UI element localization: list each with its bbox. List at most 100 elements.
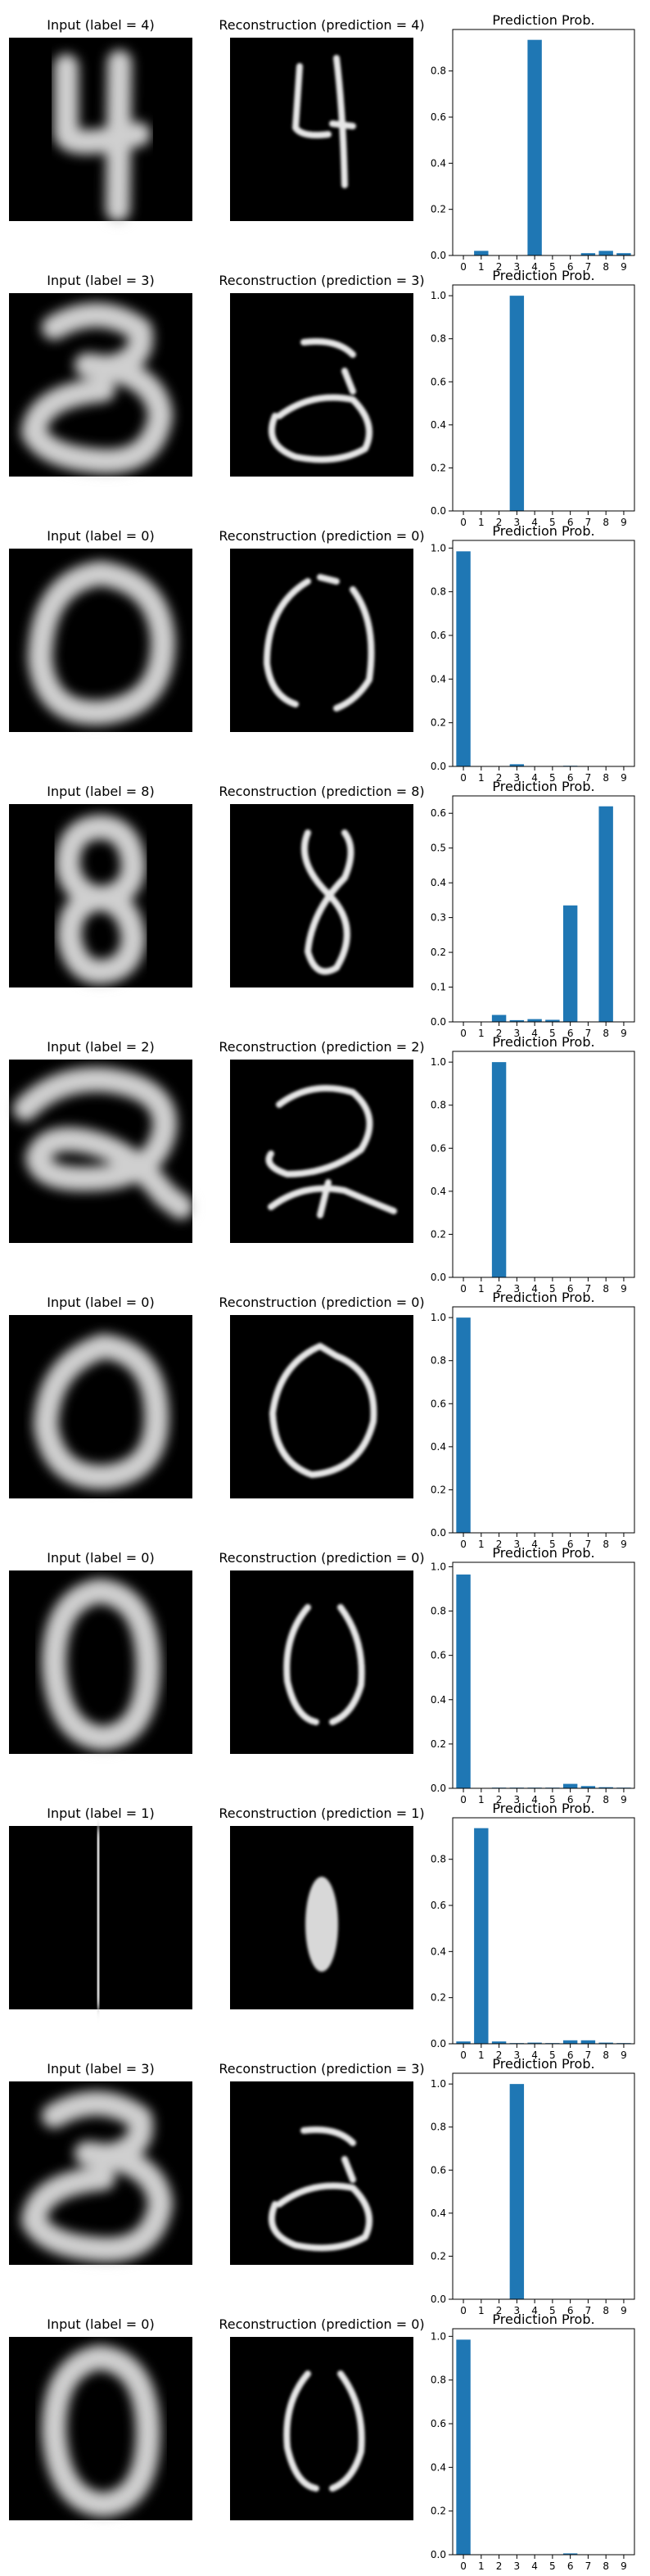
y-tick-label: 0.6 [431,807,446,819]
reconstruction-image-title: Reconstruction (prediction = 0) [219,1550,424,1566]
x-tick-label: 2 [496,1794,503,1805]
input-digit-image [9,2337,192,2520]
input-digit-image [9,804,192,987]
reconstruction-image-title: Reconstruction (prediction = 0) [219,528,424,544]
chart-title: Prediction Prob. [492,2312,594,2327]
y-tick-label: 0.6 [431,2164,446,2176]
prob-bar [598,1787,613,1788]
prediction-prob-chart: Prediction Prob. 0.0 0.2 0.4 0.6 0.8 1.0 0 1 2 3 4 5… [431,268,635,528]
y-tick-label: 0.6 [431,111,446,123]
x-tick-label: 9 [621,2050,627,2061]
y-tick-label: 0.0 [431,761,446,772]
x-tick-label: 3 [514,1794,521,1805]
y-tick-label: 0.2 [431,1228,446,1240]
chart-axes-frame [452,1306,635,1534]
y-tick-label: 0.8 [431,2375,446,2386]
x-tick-label: 8 [603,2305,609,2316]
x-tick-label: 4 [531,2050,538,2061]
y-tick-label: 0.8 [431,333,446,345]
y-tick-label: 0.4 [431,1441,446,1453]
reconstruction-digit-image [230,549,413,732]
chart-axes-frame [452,284,635,512]
chart-title: Prediction Prob. [492,1545,594,1561]
x-tick-label: 9 [621,1539,627,1550]
x-tick-label: 4 [531,2305,538,2316]
prob-bar [491,1062,507,1277]
x-tick-label: 0 [460,517,467,528]
reconstruction-image-title: Reconstruction (prediction = 4) [219,17,424,33]
x-tick-label: 5 [549,772,556,784]
y-tick-label: 0.3 [431,912,446,924]
y-tick-label: 0.8 [431,1355,446,1367]
chart-title: Prediction Prob. [492,268,594,283]
chart-title: Prediction Prob. [492,523,594,539]
y-tick-label: 0.2 [431,2506,446,2517]
x-tick-label: 3 [514,1028,521,1039]
x-tick-label: 7 [585,2560,592,2572]
x-tick-label: 2 [496,2305,503,2316]
x-tick-label: 8 [603,517,609,528]
reconstruction-digit-image [230,293,413,477]
y-tick-label: 0.2 [431,947,446,958]
reconstruction-digit-image [230,38,413,221]
x-tick-label: 1 [478,517,485,528]
x-tick-label: 6 [567,1028,574,1039]
x-tick-label: 9 [621,2305,627,2316]
y-tick-label: 0.2 [431,717,446,729]
x-tick-label: 3 [514,1283,521,1295]
prob-bar [562,2040,578,2044]
prob-bar [491,2041,507,2044]
figure-row: Input (label = 4) Reconstruction (predict… [9,12,635,273]
x-tick-label: 0 [460,261,467,273]
x-tick-label: 8 [603,261,609,273]
prob-bar [598,251,613,255]
x-tick-label: 0 [460,2560,467,2572]
y-tick-label: 0.0 [431,1527,446,1539]
figure-row: Input (label = 0) Reconstruction (predict… [9,1290,635,1550]
y-tick-label: 0.2 [431,1738,446,1750]
chart-title: Prediction Prob. [492,2056,594,2072]
y-tick-label: 0.0 [431,2549,446,2560]
chart-title: Prediction Prob. [492,12,594,28]
prob-bar [527,2042,542,2044]
x-tick-label: 6 [567,1283,574,1295]
x-tick-label: 1 [478,1539,485,1550]
y-tick-label: 0.2 [431,1484,446,1495]
y-tick-label: 0.2 [431,2250,446,2262]
x-tick-label: 0 [460,772,467,784]
x-tick-label: 7 [585,2305,592,2316]
figure-row: Input (label = 3) Reconstruction (predict… [9,268,635,528]
chart-title: Prediction Prob. [492,1801,594,1816]
x-tick-label: 7 [585,1283,592,1295]
y-tick-label: 0.0 [431,2294,446,2305]
x-tick-label: 4 [531,261,538,273]
prob-bar [580,1786,596,1788]
chart-title: Prediction Prob. [492,1034,594,1050]
prob-bar [474,251,489,255]
x-tick-label: 2 [496,2050,503,2061]
y-tick-label: 0.4 [431,2461,446,2473]
x-tick-label: 6 [567,1794,574,1805]
reconstruction-image-title: Reconstruction (prediction = 3) [219,273,424,288]
chart-axes-frame [452,795,635,1023]
x-tick-label: 9 [621,772,627,784]
y-tick-label: 1.0 [431,1312,446,1323]
x-tick-label: 0 [460,1539,467,1550]
chart-title: Prediction Prob. [492,779,594,794]
x-tick-label: 4 [531,1794,538,1805]
prob-bar [545,1019,560,1022]
y-tick-label: 0.6 [431,2418,446,2429]
y-tick-label: 0.2 [431,204,446,215]
y-tick-label: 0.8 [431,586,446,598]
reconstruction-digit-image [230,1570,413,1754]
x-tick-label: 5 [549,1283,556,1295]
x-tick-label: 3 [514,517,521,528]
figure-row: Input (label = 0) Reconstruction (predict… [9,523,635,784]
chart-axes-frame [452,2072,635,2300]
x-tick-label: 4 [531,2560,538,2572]
x-tick-label: 5 [549,1028,556,1039]
x-tick-label: 6 [567,517,574,528]
x-tick-label: 6 [567,1539,574,1550]
y-tick-label: 0.4 [431,2208,446,2219]
figure-row: Input (label = 0) Reconstruction (predict… [9,2312,635,2572]
